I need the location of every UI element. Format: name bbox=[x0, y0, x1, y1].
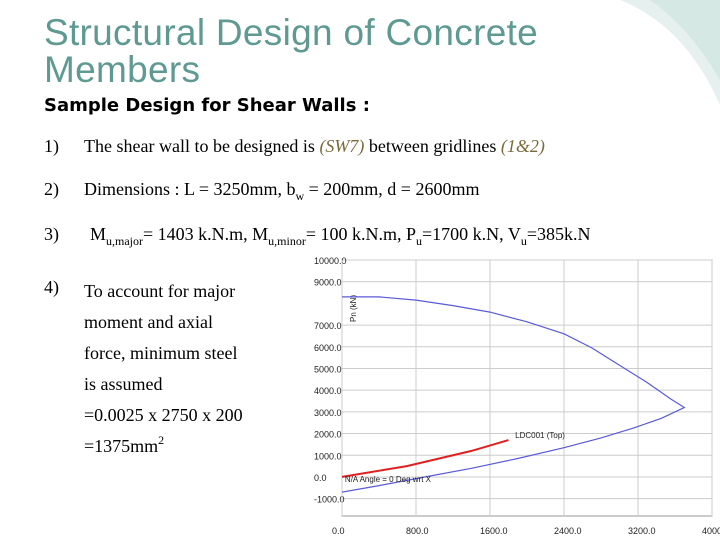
plot-area bbox=[341, 259, 713, 517]
interaction-curve bbox=[341, 296, 686, 493]
gridlines-label: (1&2) bbox=[500, 136, 545, 156]
y-tick-label: 6000.0 bbox=[314, 343, 342, 353]
y-tick-label: 1000.0 bbox=[314, 451, 342, 461]
y-tick-label: 0.0 bbox=[314, 473, 327, 483]
item-text: Mu,major= 1403 k.N.m, Mu,minor= 100 k.N.… bbox=[90, 224, 591, 248]
wall-label: (SW7) bbox=[319, 136, 365, 156]
y-axis-label: Pn (kN) bbox=[349, 295, 358, 322]
corner-decoration bbox=[620, 0, 720, 105]
chart-annotation: LDC001 (Top) bbox=[515, 431, 565, 440]
x-tick-label: 3200.0 bbox=[628, 526, 656, 536]
item-number: 3) bbox=[44, 224, 59, 244]
x-tick-label: 4000 bbox=[702, 526, 720, 536]
chart-annotation: N/A Angle = 0 Deg wrt X bbox=[345, 475, 432, 484]
item-number: 4) bbox=[44, 277, 59, 297]
slide-subtitle: Sample Design for Shear Walls : bbox=[44, 95, 370, 116]
item-text: Dimensions : L = 3250mm, bw = 200mm, d =… bbox=[84, 179, 480, 203]
y-tick-label: 7000.0 bbox=[314, 321, 342, 331]
y-tick-label: 10000.0 bbox=[314, 256, 347, 266]
y-tick-label: 5000.0 bbox=[314, 364, 342, 374]
y-tick-label: 9000.0 bbox=[314, 278, 342, 288]
load-line bbox=[341, 439, 509, 478]
item-text: The shear wall to be designed is (SW7) b… bbox=[84, 136, 545, 156]
x-tick-label: 800.0 bbox=[406, 526, 429, 536]
y-tick-label: 4000.0 bbox=[314, 386, 342, 396]
item-number: 2) bbox=[44, 179, 59, 199]
y-tick-label: 2000.0 bbox=[314, 430, 342, 440]
x-tick-label: 0.0 bbox=[332, 526, 345, 536]
y-tick-label: -1000.0 bbox=[314, 495, 345, 505]
interaction-chart-svg: 10000.0 9000.0 7000.0 6000.0 5000.0 4000.0 300… bbox=[314, 256, 720, 536]
y-tick-label: 3000.0 bbox=[314, 408, 342, 418]
slide-title: Structural Design of Concrete Members bbox=[44, 12, 539, 90]
interaction-diagram: 10000.0 9000.0 7000.0 6000.0 5000.0 4000.0 300… bbox=[274, 250, 720, 540]
item-number: 1) bbox=[44, 136, 59, 156]
x-tick-label: 2400.0 bbox=[554, 526, 582, 536]
list-item-4-text: To account for major moment and axial fo… bbox=[84, 281, 243, 456]
x-tick-label: 1600.0 bbox=[480, 526, 508, 536]
